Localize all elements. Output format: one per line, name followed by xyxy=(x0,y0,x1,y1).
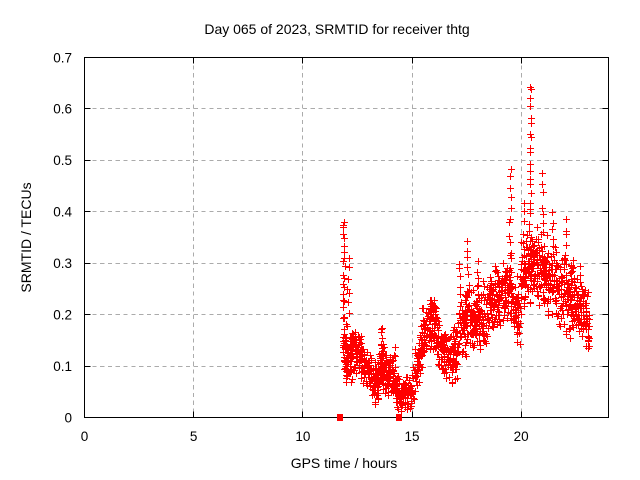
x-tick-label: 5 xyxy=(190,429,198,444)
x-tick-label: 20 xyxy=(514,429,529,444)
zero-value-square-markers xyxy=(337,414,402,421)
plot-border xyxy=(84,57,609,418)
y-tick-label: 0.2 xyxy=(53,307,72,322)
zero-value-square-marker xyxy=(396,414,402,421)
gridlines xyxy=(84,57,609,418)
y-tick-label: 0.6 xyxy=(53,102,72,117)
grid-line-set xyxy=(84,57,609,418)
y-tick-label: 0.1 xyxy=(53,359,72,374)
x-tick-labels: 0 5 10 15 20 xyxy=(81,429,529,444)
x-tick-label: 10 xyxy=(295,429,310,444)
x-tick-label: 15 xyxy=(404,429,419,444)
y-tick-label: 0 xyxy=(64,410,72,425)
y-tick-label: 0.5 xyxy=(53,153,72,168)
y-tick-label: 0.7 xyxy=(53,50,72,65)
y-tick-label: 0.3 xyxy=(53,256,72,271)
chart-title: Day 065 of 2023, SRMTID for receiver tht… xyxy=(204,21,469,37)
x-axis-label: GPS time / hours xyxy=(291,455,398,471)
srmtid-data-points xyxy=(340,84,593,415)
y-axis-label: SRMTID / TECUs xyxy=(18,182,34,292)
x-tick-label: 0 xyxy=(81,429,89,444)
y-tick-labels: 0 0.1 0.2 0.3 0.4 0.5 0.6 0.7 xyxy=(53,50,72,425)
y-tick-label: 0.4 xyxy=(53,205,72,220)
zero-value-square-marker xyxy=(337,414,343,421)
